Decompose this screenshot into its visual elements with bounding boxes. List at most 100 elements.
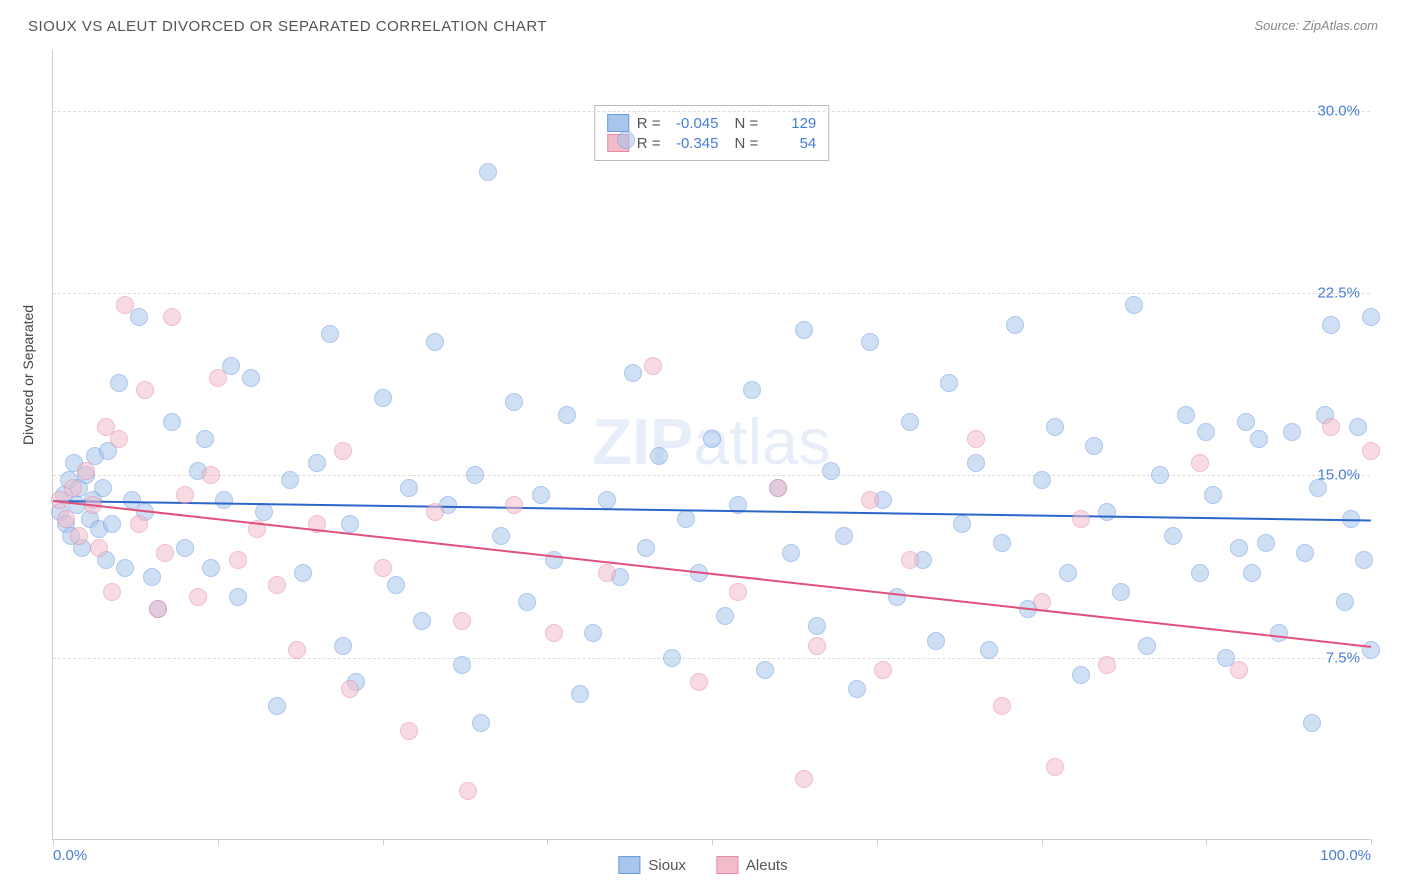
data-point-aleuts: [993, 697, 1011, 715]
data-point-sioux: [294, 564, 312, 582]
data-point-aleuts: [1362, 442, 1380, 460]
data-point-aleuts: [967, 430, 985, 448]
data-point-sioux: [518, 593, 536, 611]
data-point-sioux: [624, 364, 642, 382]
data-point-sioux: [1322, 316, 1340, 334]
data-point-aleuts: [769, 479, 787, 497]
data-point-aleuts: [644, 357, 662, 375]
data-point-sioux: [571, 685, 589, 703]
data-point-aleuts: [1191, 454, 1209, 472]
data-point-sioux: [268, 697, 286, 715]
data-point-aleuts: [130, 515, 148, 533]
swatch-sioux: [607, 114, 629, 132]
data-point-sioux: [1336, 593, 1354, 611]
legend-row-sioux: R = -0.045 N = 129: [607, 114, 817, 132]
data-point-aleuts: [156, 544, 174, 562]
data-point-sioux: [413, 612, 431, 630]
x-tick: [1206, 839, 1207, 845]
data-point-aleuts: [453, 612, 471, 630]
data-point-sioux: [1355, 551, 1373, 569]
data-point-aleuts: [545, 624, 563, 642]
data-point-aleuts: [202, 466, 220, 484]
data-point-sioux: [163, 413, 181, 431]
r-label: R =: [637, 115, 661, 132]
data-point-sioux: [472, 714, 490, 732]
data-point-sioux: [1349, 418, 1367, 436]
data-point-aleuts: [268, 576, 286, 594]
data-point-sioux: [703, 430, 721, 448]
data-point-sioux: [1164, 527, 1182, 545]
y-tick-label: 30.0%: [1317, 102, 1360, 119]
data-point-aleuts: [116, 296, 134, 314]
data-point-sioux: [1177, 406, 1195, 424]
data-point-sioux: [663, 649, 681, 667]
data-point-aleuts: [229, 551, 247, 569]
data-point-aleuts: [77, 462, 95, 480]
data-point-sioux: [321, 325, 339, 343]
data-point-aleuts: [288, 641, 306, 659]
x-tick: [383, 839, 384, 845]
data-point-sioux: [782, 544, 800, 562]
data-point-sioux: [1112, 583, 1130, 601]
data-point-sioux: [584, 624, 602, 642]
gridline: [53, 658, 1370, 659]
data-point-aleuts: [110, 430, 128, 448]
data-point-aleuts: [901, 551, 919, 569]
data-point-sioux: [1243, 564, 1261, 582]
data-point-aleuts: [209, 369, 227, 387]
data-point-sioux: [1230, 539, 1248, 557]
data-point-sioux: [743, 381, 761, 399]
x-tick: [1371, 839, 1372, 845]
x-tick: [712, 839, 713, 845]
x-tick: [53, 839, 54, 845]
data-point-sioux: [953, 515, 971, 533]
data-point-sioux: [1303, 714, 1321, 732]
data-point-sioux: [1309, 479, 1327, 497]
swatch-aleuts: [716, 856, 738, 874]
data-point-aleuts: [400, 722, 418, 740]
n-value-sioux: 129: [766, 115, 816, 132]
data-point-sioux: [453, 656, 471, 674]
data-point-aleuts: [459, 782, 477, 800]
data-point-aleuts: [1046, 758, 1064, 776]
data-point-aleuts: [374, 559, 392, 577]
data-point-sioux: [1362, 308, 1380, 326]
data-point-sioux: [1191, 564, 1209, 582]
data-point-aleuts: [163, 308, 181, 326]
data-point-sioux: [532, 486, 550, 504]
data-point-sioux: [103, 515, 121, 533]
data-point-sioux: [229, 588, 247, 606]
gridline: [53, 111, 1370, 112]
data-point-aleuts: [64, 479, 82, 497]
data-point-sioux: [1362, 641, 1380, 659]
data-point-aleuts: [90, 539, 108, 557]
gridline: [53, 475, 1370, 476]
data-point-sioux: [822, 462, 840, 480]
chart-title: SIOUX VS ALEUT DIVORCED OR SEPARATED COR…: [28, 18, 547, 35]
x-tick: [547, 839, 548, 845]
data-point-aleuts: [1098, 656, 1116, 674]
data-point-sioux: [492, 527, 510, 545]
y-tick-label: 7.5%: [1326, 649, 1360, 666]
data-point-aleuts: [189, 588, 207, 606]
data-point-aleuts: [690, 673, 708, 691]
data-point-sioux: [598, 491, 616, 509]
data-point-sioux: [426, 333, 444, 351]
data-point-sioux: [505, 393, 523, 411]
series-legend: Sioux Aleuts: [618, 856, 787, 874]
data-point-sioux: [795, 321, 813, 339]
data-point-aleuts: [861, 491, 879, 509]
data-point-sioux: [677, 510, 695, 528]
r-value-aleuts: -0.345: [669, 135, 719, 152]
data-point-sioux: [202, 559, 220, 577]
trend-line-sioux: [53, 500, 1371, 521]
data-point-sioux: [1197, 423, 1215, 441]
data-point-aleuts: [70, 527, 88, 545]
data-point-aleuts: [808, 637, 826, 655]
data-point-sioux: [1237, 413, 1255, 431]
data-point-sioux: [1098, 503, 1116, 521]
data-point-sioux: [1125, 296, 1143, 314]
data-point-aleuts: [341, 680, 359, 698]
n-value-aleuts: 54: [766, 135, 816, 152]
data-point-sioux: [176, 539, 194, 557]
